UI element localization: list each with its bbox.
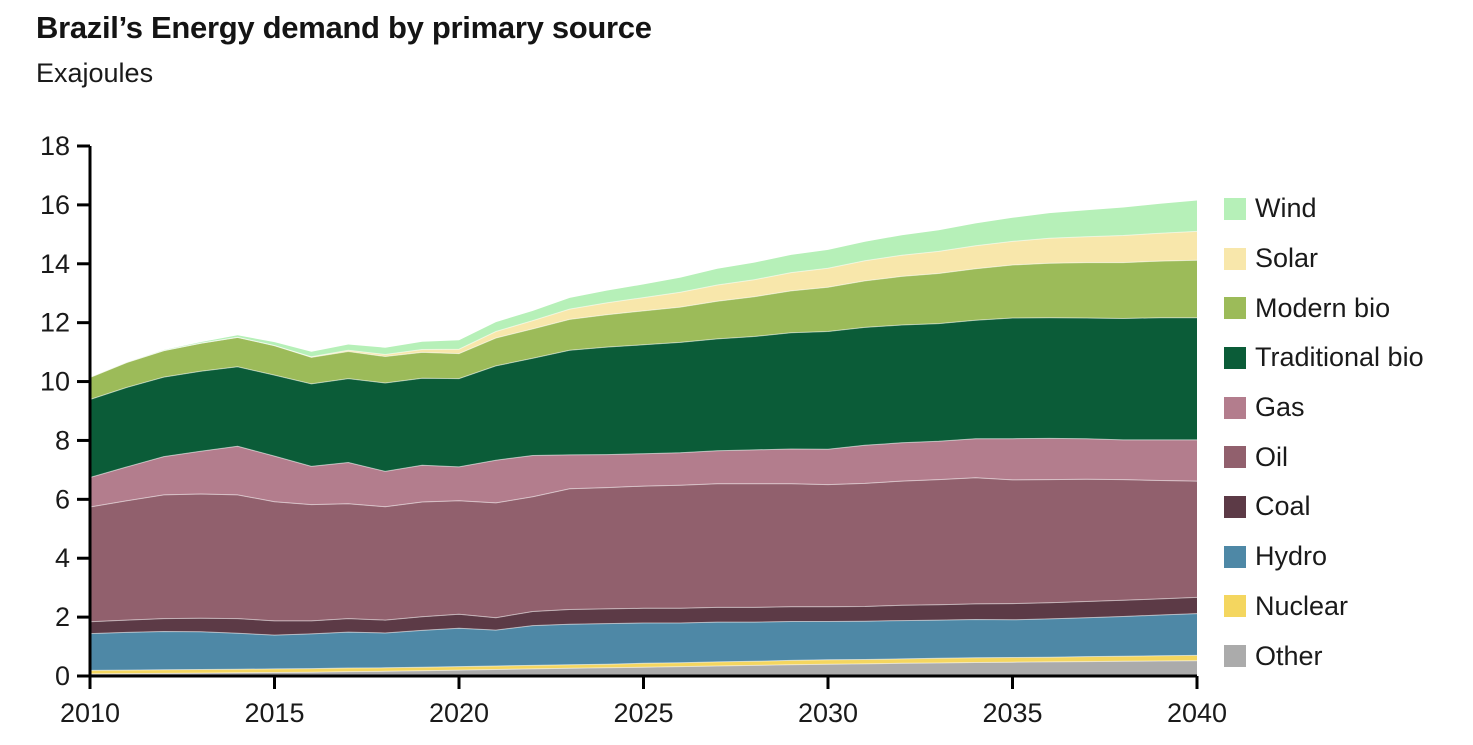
legend-label: Nuclear xyxy=(1255,590,1349,621)
y-tick-label: 18 xyxy=(40,131,70,161)
series-boundary xyxy=(89,437,1197,478)
legend-label: Gas xyxy=(1255,392,1305,423)
legend-swatch xyxy=(1224,346,1246,369)
x-tick-label: 2015 xyxy=(244,698,304,728)
area-series-nuclear xyxy=(90,655,1197,674)
area-series-oil xyxy=(90,477,1197,622)
legend-label: Hydro xyxy=(1255,541,1328,572)
area-series-coal xyxy=(90,597,1197,636)
x-tick-label: 2035 xyxy=(982,698,1042,728)
area-series-traditional-bio xyxy=(90,317,1197,478)
legend-item-nuclear: Nuclear xyxy=(1224,582,1424,632)
y-tick-label: 10 xyxy=(40,367,70,397)
y-tick-label: 8 xyxy=(55,425,70,455)
series-boundary xyxy=(89,613,1198,636)
legend-item-gas: Gas xyxy=(1224,383,1424,433)
legend-swatch xyxy=(1224,247,1246,270)
legend-label: Other xyxy=(1255,640,1323,671)
chart-subtitle: Exajoules xyxy=(36,58,154,88)
legend-item-traditional-bio: Traditional bio xyxy=(1224,333,1424,383)
legend-swatch xyxy=(1224,197,1246,220)
legend-label: Solar xyxy=(1255,243,1319,274)
x-tick-label: 2040 xyxy=(1167,698,1227,728)
series-boundary xyxy=(89,317,1197,400)
x-tick-label: 2010 xyxy=(60,698,120,728)
y-tick-label: 2 xyxy=(55,602,70,632)
y-tick-label: 4 xyxy=(55,543,70,573)
area-series-wind xyxy=(90,200,1197,378)
legend: Wind Solar Modern bio Traditional bio Gas Oil… xyxy=(1224,184,1424,681)
legend-item-wind: Wind xyxy=(1224,184,1424,234)
series-boundary xyxy=(89,596,1198,623)
series-boundary xyxy=(89,230,1198,378)
area-series-other xyxy=(90,660,1197,676)
y-tick-label: 12 xyxy=(40,308,70,338)
legend-swatch xyxy=(1224,446,1246,469)
series-boundary xyxy=(89,654,1198,671)
legend-swatch xyxy=(1224,495,1246,518)
legend-item-modern-bio: Modern bio xyxy=(1224,283,1424,333)
legend-swatch xyxy=(1224,396,1246,419)
chart-title: Brazil’s Energy demand by primary source xyxy=(36,10,652,45)
legend-swatch xyxy=(1224,595,1246,618)
legend-label: Modern bio xyxy=(1255,292,1391,323)
y-tick-label: 14 xyxy=(40,249,70,279)
legend-item-oil: Oil xyxy=(1224,432,1424,482)
series-boundary xyxy=(89,477,1198,508)
area-series-gas xyxy=(90,438,1197,507)
y-tick-label: 0 xyxy=(55,661,70,691)
legend-item-coal: Coal xyxy=(1224,482,1424,532)
legend-label: Wind xyxy=(1255,193,1317,224)
area-series-solar xyxy=(90,231,1197,378)
legend-swatch xyxy=(1224,297,1246,320)
area-series-hydro xyxy=(90,613,1197,671)
legend-label: Oil xyxy=(1255,441,1288,472)
x-tick-label: 2030 xyxy=(798,698,858,728)
x-tick-label: 2025 xyxy=(613,698,673,728)
x-tick-label: 2020 xyxy=(429,698,489,728)
y-tick-label: 6 xyxy=(55,484,70,514)
legend-item-other: Other xyxy=(1224,631,1424,681)
y-tick-label: 16 xyxy=(40,190,70,220)
area-series-modern-bio xyxy=(90,260,1197,400)
legend-label: Traditional bio xyxy=(1255,342,1424,373)
series-boundary xyxy=(89,660,1198,675)
legend-item-solar: Solar xyxy=(1224,234,1424,284)
legend-swatch xyxy=(1224,545,1246,568)
legend-item-hydro: Hydro xyxy=(1224,532,1424,582)
legend-label: Coal xyxy=(1255,491,1311,522)
legend-swatch xyxy=(1224,645,1246,668)
